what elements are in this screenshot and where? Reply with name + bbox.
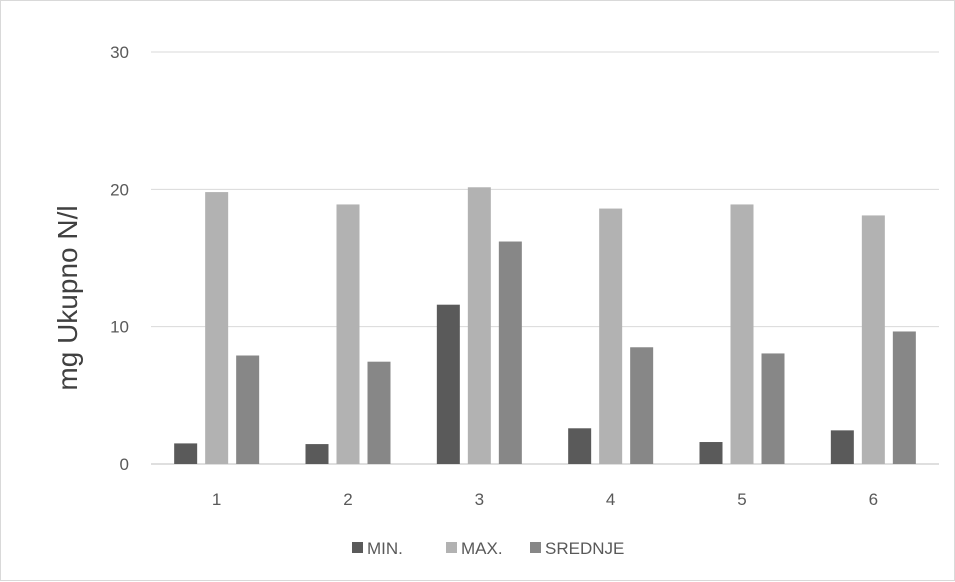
y-tick-label: 30 [110,43,129,62]
bar-srednje [498,241,522,464]
legend-swatch [446,542,457,553]
legend-label: SREDNJE [545,539,624,558]
bars [174,187,916,465]
bar-max [730,204,754,464]
bar-min [436,304,460,464]
gridlines [151,51,939,328]
legend-label: MIN. [367,539,403,558]
y-tick-label: 10 [110,318,129,337]
bar-srednje [367,361,391,464]
y-tick-label: 0 [120,455,129,474]
legend-swatch [530,542,541,553]
bar-min [305,444,329,464]
bar-max [861,215,885,464]
bar-srednje [236,355,260,464]
x-tick-label: 5 [737,490,746,509]
bar-min [568,428,592,464]
bar-max [205,192,229,464]
bar-max [599,208,623,464]
legend-swatch [352,542,363,553]
bar-srednje [630,347,654,464]
bar-max [467,187,491,465]
bar-max [336,204,360,464]
x-tick-label: 4 [606,490,615,509]
x-tick-label: 1 [212,490,221,509]
legend: MIN. MAX. SREDNJE [352,539,624,558]
x-tick-label: 6 [869,490,878,509]
x-tick-label: 3 [475,490,484,509]
bar-min [174,443,198,464]
bar-srednje [892,331,916,464]
bar-min [830,430,854,464]
x-tick-label: 2 [343,490,352,509]
bar-min [699,442,723,464]
legend-label: MAX. [461,539,503,558]
y-tick-label: 20 [110,180,129,199]
tick-labels: 0 10 20 30 1 2 3 4 5 6 [110,43,878,509]
y-axis-label: mg Ukupno N/l [52,205,83,390]
bar-srednje [761,353,785,464]
